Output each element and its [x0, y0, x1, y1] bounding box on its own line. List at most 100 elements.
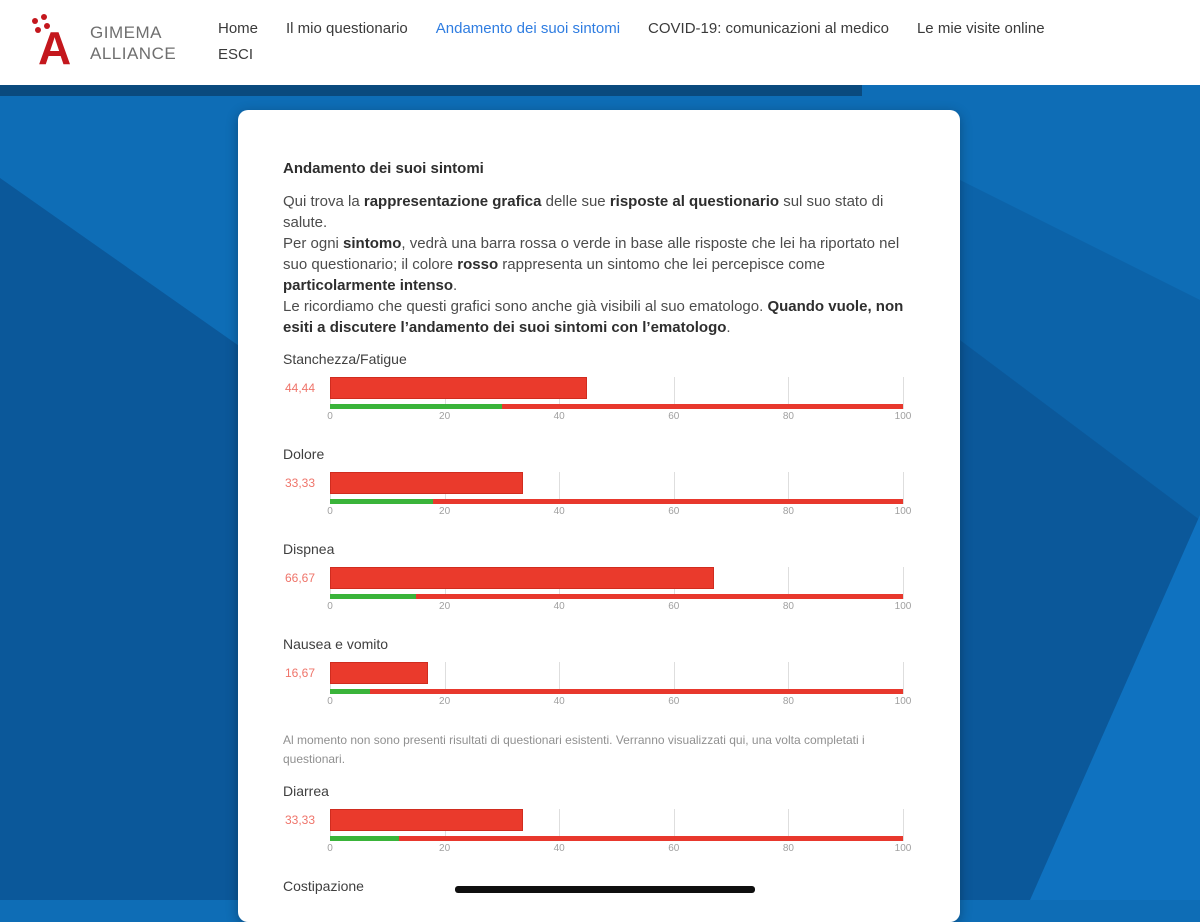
symptom-chart: Dispnea 66,67 0 20 40 60 80 100 [283, 541, 911, 614]
axis-tick-label: 60 [668, 506, 680, 517]
logo-text: GIMEMA ALLIANCE [90, 22, 177, 63]
nav-item-1[interactable]: Il mio questionario [286, 20, 408, 37]
intro-paragraph: Per ogni sintomo, vedrà una barra rossa … [283, 235, 900, 294]
bg-navy-strip [0, 85, 862, 96]
axis-tick-label: 0 [327, 601, 333, 612]
axis-tick-label: 60 [668, 843, 680, 854]
axis-tick-label: 0 [327, 696, 333, 707]
axis-tick-label: 20 [439, 506, 451, 517]
chart-body: 44,44 [283, 377, 904, 409]
axis-tick-label: 100 [894, 506, 912, 517]
chart-plot-area [330, 567, 904, 599]
axis-tick-label: 100 [894, 843, 912, 854]
symptom-chart-title: Dolore [283, 446, 325, 462]
gimema-alliance-logo[interactable]: A GIMEMA ALLIANCE [28, 12, 177, 74]
axis-tick-label: 80 [782, 411, 794, 422]
symptom-value-label: 44,44 [285, 381, 316, 395]
symptom-value-label: 33,33 [285, 813, 316, 827]
next-chart-title: Costipazione [283, 878, 364, 894]
page-title: Andamento dei suoi sintomi [283, 160, 484, 177]
intro-paragraph: Qui trova la rappresentazione grafica de… [283, 193, 884, 231]
axis-tick-label: 40 [553, 506, 565, 517]
axis-tick-label: 40 [553, 601, 565, 612]
axis-tick-label: 60 [668, 601, 680, 612]
chart-body: 66,67 [283, 567, 904, 599]
symptom-value-label: 66,67 [285, 571, 316, 585]
symptom-chart-title: Dispnea [283, 541, 335, 557]
gridline [788, 662, 790, 694]
gridline [788, 377, 790, 409]
scroll-indicator-bar[interactable] [455, 886, 755, 893]
intro-text: Qui trova la rappresentazione grafica de… [283, 191, 909, 338]
axis-tick-label: 0 [327, 843, 333, 854]
symptom-chart-title: Nausea e vomito [283, 636, 389, 652]
gridline [673, 377, 675, 409]
axis-tick-label: 0 [327, 411, 333, 422]
logo-a-icon: A [28, 12, 80, 74]
current-score-bar [330, 809, 523, 831]
threshold-bar [330, 404, 903, 409]
current-score-bar [330, 567, 715, 589]
threshold-bar [330, 499, 903, 504]
axis-tick-label: 100 [894, 601, 912, 612]
symptom-chart: Stanchezza/Fatigue 44,44 0 20 40 60 80 100 [283, 351, 911, 424]
threshold-bar-green-segment [330, 404, 502, 409]
axis-tick-label: 40 [553, 411, 565, 422]
gridline [903, 567, 904, 599]
svg-text:A: A [38, 22, 71, 68]
axis-tick-label: 20 [439, 843, 451, 854]
gridline [559, 809, 561, 841]
threshold-bar-green-segment [330, 836, 399, 841]
threshold-bar [330, 836, 903, 841]
axis-tick-label: 100 [894, 411, 912, 422]
chart-plot-area [330, 377, 904, 409]
chart-plot-area [330, 472, 904, 504]
current-score-bar [330, 472, 523, 494]
chart-plot-area [330, 662, 904, 694]
threshold-bar-green-segment [330, 689, 371, 694]
current-score-bar [330, 662, 428, 684]
axis-tick-label: 80 [782, 696, 794, 707]
gridline [903, 377, 904, 409]
gridline [903, 809, 904, 841]
symptom-chart: Nausea e vomito 16,67 0 20 40 60 80 100 [283, 636, 911, 709]
axis-tick-label: 80 [782, 601, 794, 612]
gridline [673, 472, 675, 504]
x-axis: 0 20 40 60 80 100 [327, 411, 911, 424]
nav-item-2[interactable]: Andamento dei suoi sintomi [435, 20, 621, 37]
axis-tick-label: 40 [553, 696, 565, 707]
axis-tick-label: 20 [439, 411, 451, 422]
nav-item-3[interactable]: COVID-19: comunicazioni al medico [648, 20, 889, 37]
content-card: Andamento dei suoi sintomi Qui trova la … [238, 110, 960, 922]
gridline [559, 662, 561, 694]
threshold-bar [330, 689, 903, 694]
x-axis: 0 20 40 60 80 100 [327, 843, 911, 856]
main-nav: Home Il mio questionario Andamento dei suo… [218, 20, 1192, 63]
symptom-chart-title: Stanchezza/Fatigue [283, 351, 407, 367]
current-score-bar [330, 377, 587, 399]
axis-tick-label: 20 [439, 601, 451, 612]
nav-item-0[interactable]: Home [218, 20, 259, 37]
gridline [673, 809, 675, 841]
gridline [788, 567, 790, 599]
no-results-note: Al momento non sono presenti risultati d… [283, 733, 865, 766]
symptom-chart-title: Diarrea [283, 783, 329, 799]
gridline [903, 662, 904, 694]
gridline [673, 662, 675, 694]
gridline [903, 472, 904, 504]
x-axis: 0 20 40 60 80 100 [327, 696, 911, 709]
nav-item-4[interactable]: Le mie visite online [916, 20, 1045, 37]
x-axis: 0 20 40 60 80 100 [327, 601, 911, 614]
axis-tick-label: 0 [327, 506, 333, 517]
symptom-value-label: 16,67 [285, 666, 316, 680]
axis-tick-label: 60 [668, 411, 680, 422]
gridline [559, 472, 561, 504]
charts-group-a: Stanchezza/Fatigue 44,44 0 20 40 60 80 100 Do… [283, 351, 911, 709]
threshold-bar-green-segment [330, 499, 434, 504]
symptom-value-label: 33,33 [285, 476, 316, 490]
nav-row-1: Home Il mio questionario Andamento dei suo… [218, 20, 1192, 37]
x-axis: 0 20 40 60 80 100 [327, 506, 911, 519]
axis-tick-label: 40 [553, 843, 565, 854]
nav-item-row2-0[interactable]: ESCI [218, 46, 254, 63]
gridline [788, 472, 790, 504]
